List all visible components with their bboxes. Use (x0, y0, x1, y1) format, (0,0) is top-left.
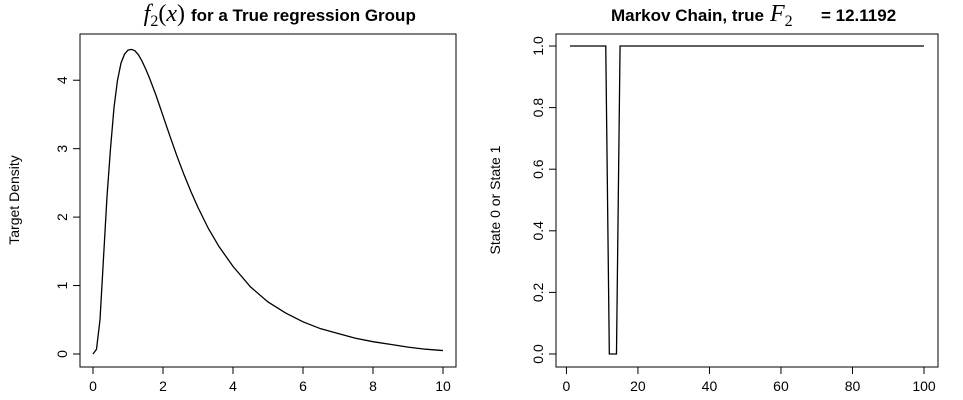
markov-series-line (570, 45, 924, 355)
density-x-axis: 0 2 4 6 8 10 (89, 366, 451, 394)
density-title-arg: x (165, 1, 177, 27)
markov-title-prefix: Markov Chain, true (611, 6, 764, 25)
markov-x-tick-label: 40 (702, 378, 718, 394)
density-series (92, 48, 444, 355)
markov-y-tick-label: 0.2 (530, 282, 546, 302)
density-y-axis: 0 1 2 3 4 (54, 76, 81, 358)
density-x-tick-label: 8 (369, 378, 377, 394)
density-x-tick-label: 10 (435, 378, 451, 394)
markov-x-tick-label: 80 (845, 378, 861, 394)
density-x-tick-label: 0 (89, 378, 97, 394)
markov-series (570, 45, 924, 355)
markov-y-axis-label: State 0 or State 1 (487, 145, 503, 254)
density-y-axis-label: Target Density (6, 155, 22, 244)
density-plot-frame (79, 33, 457, 368)
markov-title-math: F2 (769, 1, 793, 30)
density-series-line (92, 48, 444, 355)
markov-x-tick-label: 60 (773, 378, 789, 394)
density-panel: f2(x) for a True regression Group Target… (6, 1, 457, 394)
density-y-tick-label: 2 (54, 213, 70, 221)
markov-x-tick-label: 100 (912, 378, 936, 394)
density-y-tick-label: 4 (54, 76, 70, 84)
markov-y-tick-label: 0.0 (530, 344, 546, 364)
markov-title-sub: 2 (785, 13, 793, 30)
markov-y-tick-label: 1.0 (530, 36, 546, 56)
markov-plot-frame (555, 33, 939, 368)
markov-x-tick-label: 20 (630, 378, 646, 394)
density-title: for a True regression Group (191, 6, 416, 25)
markov-y-tick-label: 0.6 (530, 159, 546, 179)
markov-title-suffix: = 12.1192 (821, 6, 896, 25)
density-title-math: f2(x) (144, 1, 185, 30)
markov-y-tick-label: 0.4 (530, 221, 546, 241)
density-x-tick-label: 6 (299, 378, 307, 394)
markov-panel: Markov Chain, true F2 = 12.1192 State 0 … (487, 1, 939, 394)
markov-title-base: F (769, 1, 785, 27)
density-x-tick-label: 2 (159, 378, 167, 394)
markov-y-tick-label: 0.8 (530, 98, 546, 118)
density-x-tick-label: 4 (229, 378, 237, 394)
density-y-tick-label: 3 (54, 145, 70, 153)
markov-y-axis: 0.0 0.2 0.4 0.6 0.8 1.0 (530, 36, 557, 364)
density-y-tick-label: 0 (54, 350, 70, 358)
density-title-base: f (144, 1, 154, 27)
markov-x-tick-label: 0 (563, 378, 571, 394)
density-title-sub: 2 (150, 13, 158, 30)
density-y-tick-label: 1 (54, 281, 70, 289)
markov-x-axis: 0 20 40 60 80 100 (563, 366, 936, 394)
